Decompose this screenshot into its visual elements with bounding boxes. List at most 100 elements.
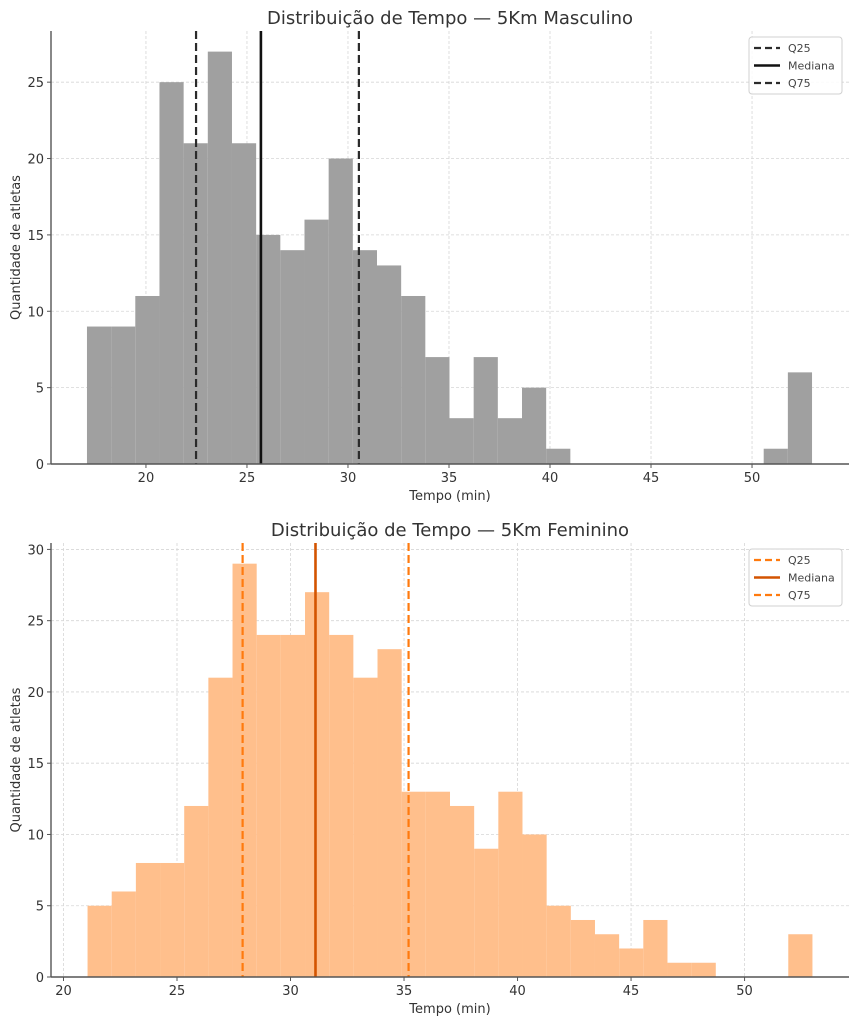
histogram-bar — [497, 418, 523, 464]
y-tick-label: 15 — [27, 757, 44, 772]
histogram-bar — [207, 51, 232, 464]
histogram-bar — [304, 219, 329, 464]
x-tick-label: 35 — [396, 984, 413, 999]
y-ticks: 0 5 10 15 20 25 — [27, 76, 51, 473]
histogram-bar — [280, 250, 305, 464]
histogram-bar — [425, 791, 450, 977]
x-ticks: 20 25 30 35 40 45 50 — [138, 464, 761, 486]
histogram-bar — [256, 634, 281, 977]
x-tick-label: 30 — [340, 471, 357, 486]
histogram-bar — [788, 934, 813, 977]
histogram-bar — [546, 905, 571, 977]
x-tick-label: 45 — [643, 471, 660, 486]
y-tick-label: 20 — [27, 153, 44, 168]
y-tick-label: 25 — [27, 76, 44, 91]
x-tick-label: 50 — [736, 984, 753, 999]
histogram-bar — [449, 418, 474, 464]
histogram-bar — [619, 948, 644, 977]
histogram-bar — [474, 848, 499, 977]
axes — [50, 543, 849, 978]
legend-label: Mediana — [788, 572, 835, 585]
legend-label: Q75 — [788, 77, 811, 90]
histogram-bar — [401, 791, 426, 977]
legend: Q25 Mediana Q75 — [748, 548, 843, 607]
histogram-bar — [498, 791, 523, 977]
y-ticks: 0 5 10 15 20 25 30 — [27, 543, 51, 986]
y-tick-label: 0 — [36, 971, 44, 986]
histogram-bar — [280, 634, 306, 977]
histogram-bar — [667, 962, 692, 977]
y-tick-label: 10 — [27, 305, 44, 320]
y-axis-label: Quantidade de atletas — [9, 687, 24, 832]
legend-label: Q25 — [788, 42, 811, 55]
x-tick-label: 30 — [282, 984, 299, 999]
legend-box — [748, 36, 843, 95]
histogram-bar — [763, 448, 788, 464]
x-tick-label: 25 — [239, 471, 256, 486]
histogram-bar — [135, 862, 161, 977]
x-tick-label: 40 — [542, 471, 559, 486]
y-tick-label: 0 — [36, 458, 44, 473]
histogram-bar — [570, 919, 595, 977]
y-tick-label: 20 — [27, 686, 44, 701]
x-axis-label: Tempo (min) — [408, 1002, 490, 1017]
chart-masculino: 20 25 30 35 40 45 50 0 5 10 15 20 25 Distribuição d… — [9, 8, 849, 504]
legend: Q25 Mediana Q75 — [748, 36, 843, 95]
histogram-bar — [87, 905, 112, 977]
x-tick-label: 40 — [509, 984, 526, 999]
histogram-bar — [352, 250, 377, 464]
histogram-bar — [376, 265, 402, 464]
axes — [50, 31, 849, 465]
histogram-bar — [111, 326, 136, 464]
histogram-bar — [787, 372, 813, 464]
histogram-bar — [425, 357, 450, 464]
x-ticks: 20 25 30 35 40 45 50 — [55, 977, 753, 999]
histogram-bar — [86, 326, 112, 464]
y-tick-label: 30 — [27, 543, 44, 558]
y-tick-label: 10 — [27, 828, 44, 843]
histogram-bar — [305, 592, 330, 977]
legend-label: Q25 — [788, 554, 811, 567]
histogram-bar — [473, 357, 498, 464]
histogram-bar — [160, 862, 185, 977]
chart-title: Distribuição de Tempo — 5Km Feminino — [271, 520, 629, 541]
legend-label: Q75 — [788, 589, 811, 602]
y-axis-label: Quantidade de atletas — [9, 175, 24, 320]
histogram-bar — [353, 677, 378, 977]
histogram-bar — [208, 677, 233, 977]
histogram-bar — [184, 805, 209, 977]
x-tick-label: 45 — [623, 984, 640, 999]
bars — [87, 563, 813, 977]
x-tick-label: 50 — [744, 471, 761, 486]
histogram-bar — [594, 934, 620, 977]
bars — [86, 51, 813, 465]
y-tick-label: 5 — [36, 382, 44, 397]
x-tick-label: 20 — [138, 471, 155, 486]
histogram-bar — [643, 919, 668, 977]
histogram-bar — [232, 563, 257, 977]
histogram-bar — [450, 805, 475, 977]
histogram-bar — [377, 649, 402, 977]
histogram-bar — [691, 962, 716, 977]
chart-feminino: 20 25 30 35 40 45 50 0 5 10 15 20 25 30 Distribuição… — [9, 520, 849, 1017]
histogram-bar — [135, 295, 160, 464]
quantile-lines — [241, 543, 410, 977]
histogram-bar — [111, 891, 136, 977]
histogram-bar — [329, 634, 354, 977]
histogram-bar — [546, 448, 571, 464]
histogram-bar — [522, 834, 547, 977]
y-tick-label: 5 — [36, 900, 44, 915]
histogram-bar — [159, 82, 184, 465]
chart-title: Distribuição de Tempo — 5Km Masculino — [267, 8, 633, 29]
y-tick-label: 15 — [27, 229, 44, 244]
histogram-bar — [522, 387, 547, 464]
x-tick-label: 20 — [55, 984, 72, 999]
x-tick-label: 35 — [441, 471, 458, 486]
legend-box — [748, 548, 843, 607]
histogram-bar — [401, 295, 426, 464]
x-axis-label: Tempo (min) — [408, 489, 490, 504]
x-tick-label: 25 — [169, 984, 186, 999]
histogram-bar — [231, 143, 257, 464]
quantile-lines — [194, 31, 360, 464]
